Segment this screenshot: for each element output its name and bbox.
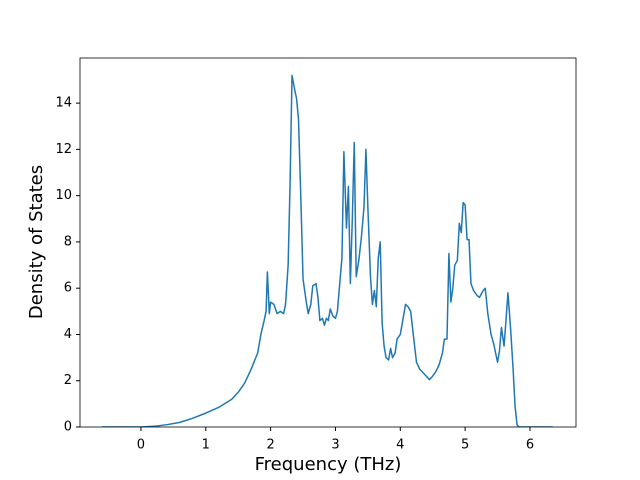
y-tick-label: 4 (64, 327, 72, 342)
x-tick-label: 0 (137, 438, 145, 453)
x-tick-label: 1 (202, 438, 210, 453)
x-tick-label: 4 (396, 438, 404, 453)
dos-line (102, 74, 553, 427)
y-tick-label: 14 (55, 96, 72, 111)
y-tick-label: 2 (64, 373, 72, 388)
x-tick-label: 6 (526, 438, 534, 453)
x-tick-label: 5 (461, 438, 469, 453)
x-axis-label: Frequency (THz) (255, 454, 402, 475)
plot-frame (79, 57, 577, 428)
x-tick-label: 3 (331, 438, 339, 453)
y-tick-label: 8 (64, 234, 72, 249)
y-tick-label: 6 (64, 281, 72, 296)
y-tick-label: 10 (55, 188, 72, 203)
x-tick-label: 2 (266, 438, 274, 453)
y-axis-label: Density of States (26, 165, 47, 319)
y-tick-label: 12 (55, 142, 72, 157)
y-tick-label: 0 (64, 420, 72, 435)
